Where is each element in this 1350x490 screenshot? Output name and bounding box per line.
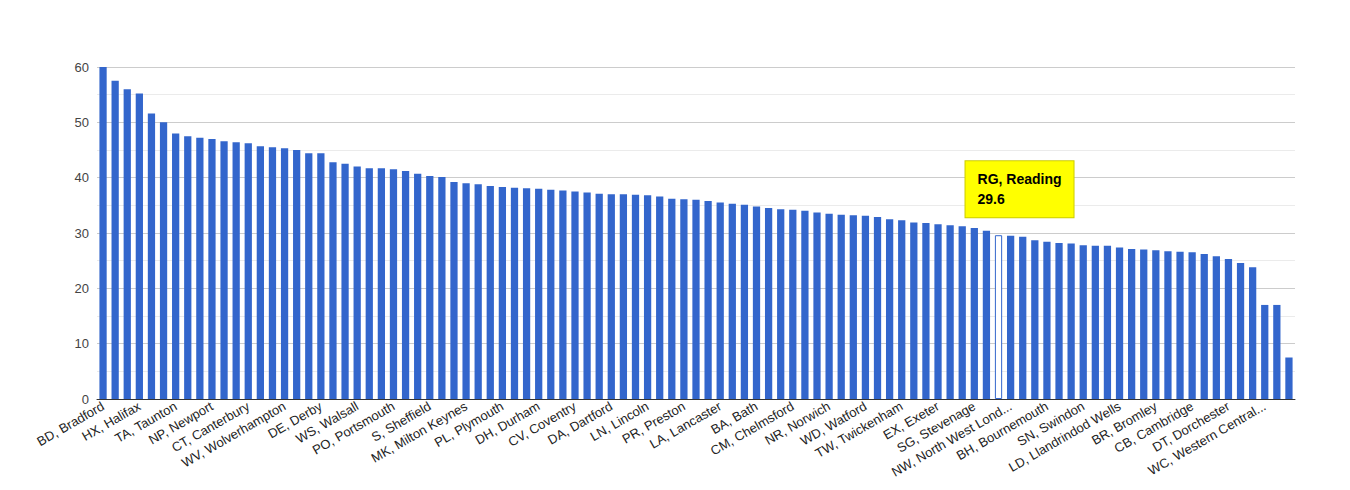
svg-text:TA, Taunton: TA, Taunton	[112, 398, 180, 446]
svg-text:BR, Bromley: BR, Bromley	[1089, 398, 1160, 448]
svg-text:WD, Watford: WD, Watford	[797, 398, 870, 449]
svg-text:CV, Coventry: CV, Coventry	[505, 398, 579, 450]
svg-text:RG, Reading: RG, Reading	[978, 171, 1062, 187]
svg-text:WV, Wolverhampton: WV, Wolverhampton	[178, 398, 289, 471]
svg-text:0: 0	[81, 391, 89, 407]
svg-text:CB, Cambridge: CB, Cambridge	[1111, 398, 1196, 456]
svg-text:SG, Stevenage: SG, Stevenage	[894, 398, 979, 456]
svg-text:60: 60	[75, 60, 89, 75]
svg-text:LA, Lancaster: LA, Lancaster	[647, 398, 724, 452]
svg-text:MK, Milton Keynes: MK, Milton Keynes	[368, 398, 470, 466]
svg-text:EX, Exeter: EX, Exeter	[880, 398, 942, 443]
svg-text:HX, Halifax: HX, Halifax	[79, 398, 144, 444]
svg-text:TW, Twickenham: TW, Twickenham	[812, 398, 906, 461]
svg-text:29.6: 29.6	[978, 191, 1005, 207]
svg-text:CM, Chelmsford: CM, Chelmsford	[707, 398, 797, 459]
svg-text:20: 20	[75, 281, 89, 296]
svg-text:WS, Walsall: WS, Walsall	[293, 398, 361, 447]
svg-text:BH, Bournemouth: BH, Bournemouth	[953, 398, 1051, 464]
svg-text:DE, Derby: DE, Derby	[265, 398, 325, 442]
svg-text:LN, Lincoln: LN, Lincoln	[587, 398, 652, 444]
svg-text:NW, North West Lond...: NW, North West Lond...	[889, 398, 1015, 480]
svg-text:DT, Dorchester: DT, Dorchester	[1149, 398, 1233, 455]
svg-text:BA, Bath: BA, Bath	[708, 398, 761, 438]
svg-text:S, Sheffield: S, Sheffield	[368, 398, 434, 445]
svg-text:DH, Durham: DH, Durham	[472, 398, 543, 448]
svg-text:WC, Western Central...: WC, Western Central...	[1146, 399, 1269, 479]
svg-text:NR, Norwich: NR, Norwich	[762, 398, 833, 448]
svg-text:DA, Dartford: DA, Dartford	[545, 398, 615, 448]
svg-text:BD, Bradford: BD, Bradford	[34, 398, 107, 449]
svg-text:30: 30	[75, 226, 89, 241]
svg-text:50: 50	[75, 115, 89, 130]
svg-text:CT, Canterbury: CT, Canterbury	[168, 398, 252, 456]
svg-text:10: 10	[75, 336, 89, 351]
svg-text:LD, Llandrindod Wells: LD, Llandrindod Wells	[1006, 398, 1124, 475]
svg-text:40: 40	[75, 170, 89, 185]
svg-text:PR, Preston: PR, Preston	[619, 398, 688, 447]
svg-text:SN, Swindon: SN, Swindon	[1014, 398, 1087, 449]
svg-text:NP, Newport: NP, Newport	[145, 398, 216, 448]
svg-text:PO, Portsmouth: PO, Portsmouth	[309, 398, 398, 458]
svg-text:PL, Plymouth: PL, Plymouth	[431, 398, 507, 451]
